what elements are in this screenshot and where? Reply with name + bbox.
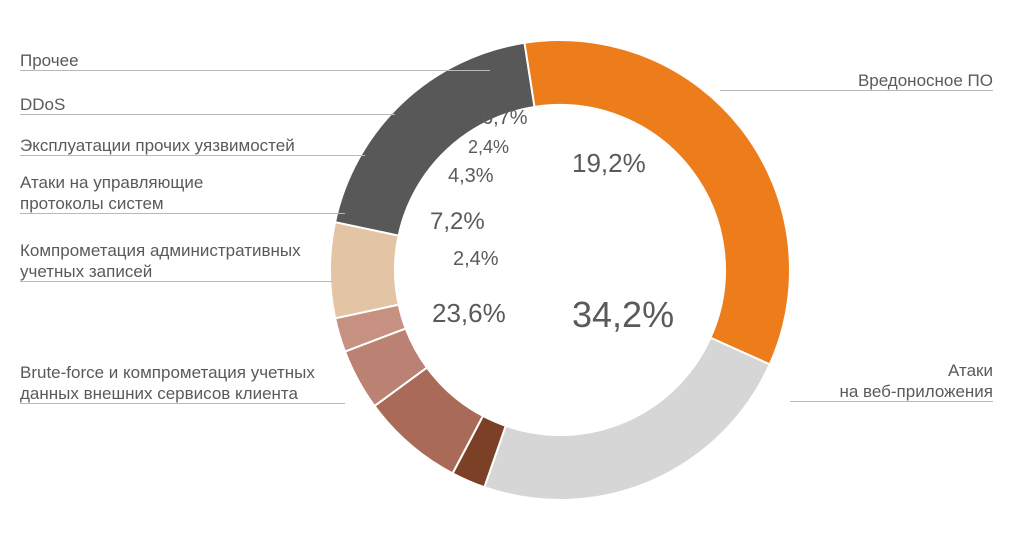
- rule-admin: [20, 281, 332, 282]
- pct-brute: 23,6%: [432, 298, 506, 329]
- rule-proto: [20, 213, 345, 214]
- pct-proto: 7,2%: [430, 208, 485, 236]
- label-exploits: Эксплуатации прочих уязвимостей: [20, 135, 295, 156]
- pct-webapps: 34,2%: [572, 294, 674, 336]
- label-ddos: DDoS: [20, 94, 65, 115]
- label-malware: Вредоносное ПО: [858, 70, 993, 91]
- label-brute: Brute-force и компрометация учетных данн…: [20, 362, 315, 405]
- pct-exploits: 4,3%: [448, 165, 494, 188]
- rule-exploits: [20, 155, 365, 156]
- rule-webapps: [790, 401, 993, 402]
- slice-brute: [484, 338, 769, 500]
- pct-other: 6,7%: [482, 107, 528, 130]
- pct-admin: 2,4%: [453, 248, 499, 271]
- label-proto: Атаки на управляющие протоколы систем: [20, 172, 203, 215]
- rule-malware: [720, 90, 993, 91]
- slice-other: [330, 222, 399, 318]
- rule-ddos: [20, 114, 395, 115]
- donut-chart: 19,2% 34,2% 23,6% 2,4% 7,2% 4,3% 2,4% 6,7% Проче…: [0, 0, 1013, 533]
- rule-brute: [20, 403, 345, 404]
- rule-other: [20, 70, 490, 71]
- label-other: Прочее: [20, 50, 79, 71]
- pct-ddos: 2,4%: [468, 137, 509, 158]
- label-webapps: Атаки на веб-приложения: [839, 360, 993, 403]
- pct-malware: 19,2%: [572, 148, 646, 179]
- label-admin: Компрометация административных учетных з…: [20, 240, 301, 283]
